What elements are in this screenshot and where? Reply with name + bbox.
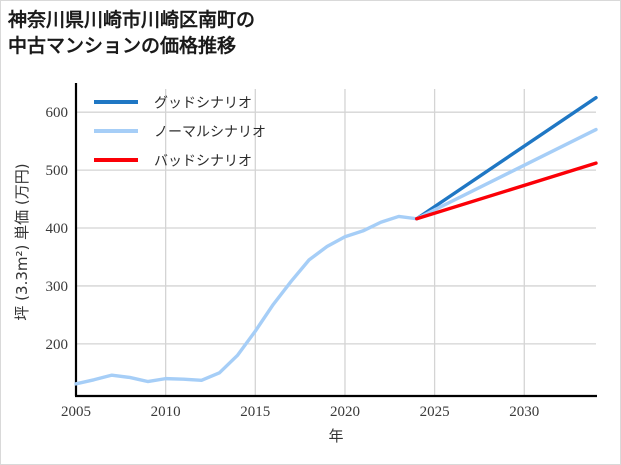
series-line (414, 127, 598, 221)
chart-title-line-2: 中古マンションの価格推移 (8, 35, 237, 57)
y-tick-label: 300 (46, 279, 69, 295)
legend-label: ノーマルシナリオ (154, 125, 266, 141)
legend-item[interactable]: グッドシナリオ (94, 96, 252, 112)
x-tick-label: 2020 (330, 404, 360, 420)
data-series-layer (74, 95, 598, 386)
y-tick-label: 200 (46, 337, 69, 353)
y-axis-title: 坪 (3.3m²) 単価 (万円) (13, 163, 31, 320)
axis-lines (74, 83, 597, 398)
legend-label: グッドシナリオ (154, 96, 252, 112)
legend-item[interactable]: バッドシナリオ (94, 154, 252, 170)
x-tick-label: 2015 (240, 404, 270, 420)
chart-title: 神奈川県川崎市川崎区南町の 中古マンションの価格推移 (8, 7, 608, 59)
legend-item[interactable]: ノーマルシナリオ (94, 125, 266, 141)
legend-label: バッドシナリオ (154, 154, 252, 170)
y-tick-label: 600 (46, 105, 69, 121)
x-tick-label: 2005 (61, 404, 91, 420)
x-tick-label: 2030 (509, 404, 539, 420)
chart-title-line-1: 神奈川県川崎市川崎区南町の (8, 9, 256, 31)
x-axis-title: 年 (328, 427, 343, 445)
y-tick-label: 400 (46, 221, 69, 237)
y-tick-label: 500 (46, 163, 69, 179)
grid-lines (75, 89, 596, 396)
y-axis-tick-labels: 200 300 400 500 600 (46, 105, 69, 353)
series-line (414, 161, 598, 221)
series-line (74, 214, 419, 386)
x-axis-tick-labels: 2005 2010 2015 2020 2025 2030 (61, 404, 539, 420)
series-line (414, 95, 598, 221)
x-tick-label: 2025 (420, 404, 450, 420)
x-tick-label: 2010 (151, 404, 181, 420)
